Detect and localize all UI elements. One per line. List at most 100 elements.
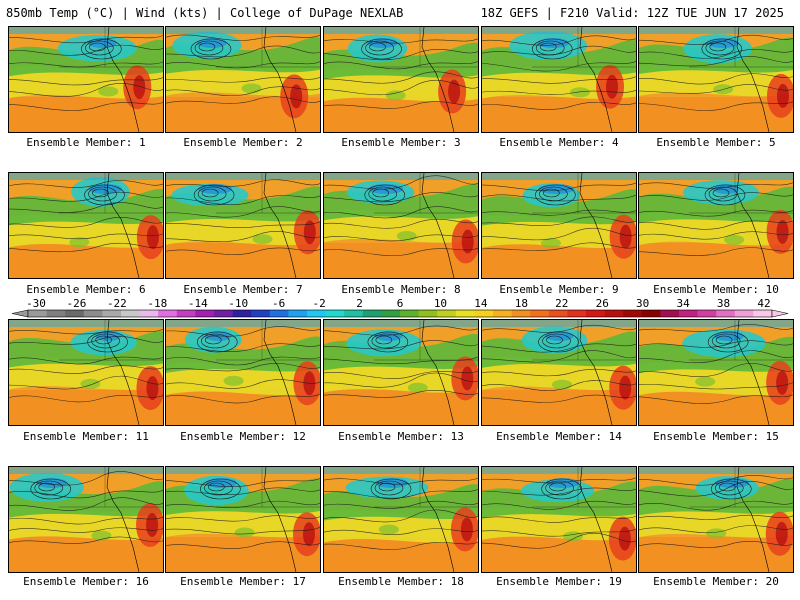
wind-contour	[482, 216, 636, 226]
wind-contour	[166, 96, 320, 104]
wind-contour	[166, 478, 320, 487]
northern-cold-strip	[324, 27, 478, 34]
northern-cold-strip	[639, 173, 793, 180]
temperature-map	[639, 173, 793, 278]
heat-core	[146, 376, 159, 401]
wind-contour	[324, 528, 478, 535]
green-patch	[724, 234, 745, 245]
wind-contour	[639, 481, 793, 497]
colorbar-segment	[604, 310, 624, 317]
northern-cold-strip	[639, 320, 793, 327]
northern-cold-strip	[9, 320, 163, 327]
temperature-map	[166, 173, 320, 278]
wind-contour	[166, 541, 320, 549]
heat-core	[776, 370, 789, 395]
ensemble-member-label: Ensemble Member: 20	[653, 575, 779, 588]
wind-contour	[9, 471, 163, 486]
contour-loop	[715, 335, 733, 345]
blue-cold-core	[714, 331, 744, 341]
colorbar-segment	[28, 310, 47, 317]
ensemble-member-label: Ensemble Member: 2	[183, 136, 303, 149]
colorbar-segment	[530, 310, 550, 317]
contour-loop	[91, 333, 120, 349]
wind-contour	[324, 372, 478, 388]
heat-core	[302, 522, 315, 547]
northern-cold-strip	[166, 467, 320, 474]
wind-contour	[324, 234, 478, 242]
temperature-map	[482, 173, 636, 278]
coastline	[579, 173, 613, 278]
wind-contour	[166, 487, 320, 496]
colorbar-segment	[307, 310, 326, 317]
wind-contour	[9, 375, 163, 390]
wind-contour	[324, 49, 478, 61]
colorbar-segment	[679, 310, 698, 317]
temperature-map	[9, 27, 163, 132]
heat-core	[606, 74, 619, 99]
wind-contour	[166, 76, 320, 83]
wind-contour	[166, 231, 320, 243]
wind-contour	[639, 514, 793, 520]
contour-loop	[704, 184, 746, 206]
wind-contour	[166, 61, 320, 69]
ensemble-member-map	[165, 319, 321, 426]
wind-contour	[639, 209, 793, 217]
wind-contour	[9, 395, 163, 403]
coastline	[106, 27, 140, 132]
contour-loop	[84, 184, 125, 206]
wind-contour	[639, 350, 793, 364]
ensemble-member-map	[323, 466, 479, 573]
ensemble-member-map	[8, 466, 164, 573]
green-patch	[252, 234, 273, 245]
contour-loop	[198, 42, 216, 52]
heat-core	[461, 366, 474, 391]
green-patch	[713, 84, 734, 95]
wind-contour	[324, 175, 478, 190]
ensemble-member-label: Ensemble Member: 10	[653, 283, 779, 296]
wind-contour	[482, 350, 636, 363]
northern-cold-strip	[482, 320, 636, 327]
ensemble-member-label: Ensemble Member: 3	[341, 136, 461, 149]
ensemble-member-label: Ensemble Member: 12	[180, 430, 306, 443]
wind-contour	[324, 80, 478, 96]
wind-contour	[324, 500, 478, 509]
wind-contour	[9, 536, 163, 544]
wind-contour	[482, 61, 636, 72]
wind-contour	[324, 218, 478, 229]
colorbar-segment	[660, 310, 680, 317]
wind-contour	[639, 525, 793, 534]
ensemble-member-label: Ensemble Member: 15	[653, 430, 779, 443]
cyan-trough	[682, 329, 766, 358]
contour-loop	[541, 478, 582, 500]
contour-loop	[371, 333, 401, 349]
wind-contour	[9, 77, 163, 86]
wind-contour	[166, 356, 320, 366]
coastline	[736, 27, 770, 132]
wind-contour	[639, 475, 793, 486]
ensemble-member-map	[481, 319, 637, 426]
wind-contour	[639, 340, 793, 348]
wind-contour	[482, 76, 636, 84]
colorbar-segment	[511, 310, 531, 317]
ensemble-member-label: Ensemble Member: 1	[26, 136, 146, 149]
contour-loop	[539, 42, 557, 52]
wind-contour	[639, 49, 793, 59]
heat-core	[775, 521, 788, 546]
wind-contour	[166, 379, 320, 389]
wind-contour	[639, 382, 793, 390]
wind-contour	[639, 220, 793, 230]
wind-contour	[9, 335, 163, 345]
colorbar-segment	[381, 310, 401, 317]
coastline	[579, 320, 613, 425]
colorbar-segment	[325, 310, 345, 317]
contour-loop	[88, 186, 117, 202]
contour-loop	[368, 186, 398, 202]
green-patch	[98, 86, 119, 97]
colorbar-segment	[269, 310, 289, 317]
wind-contour	[639, 541, 793, 548]
wind-contour	[324, 101, 478, 109]
wind-contour	[482, 324, 636, 333]
ensemble-member-label: Ensemble Member: 6	[26, 283, 146, 296]
coastline	[421, 467, 455, 572]
wind-contour	[324, 247, 478, 256]
